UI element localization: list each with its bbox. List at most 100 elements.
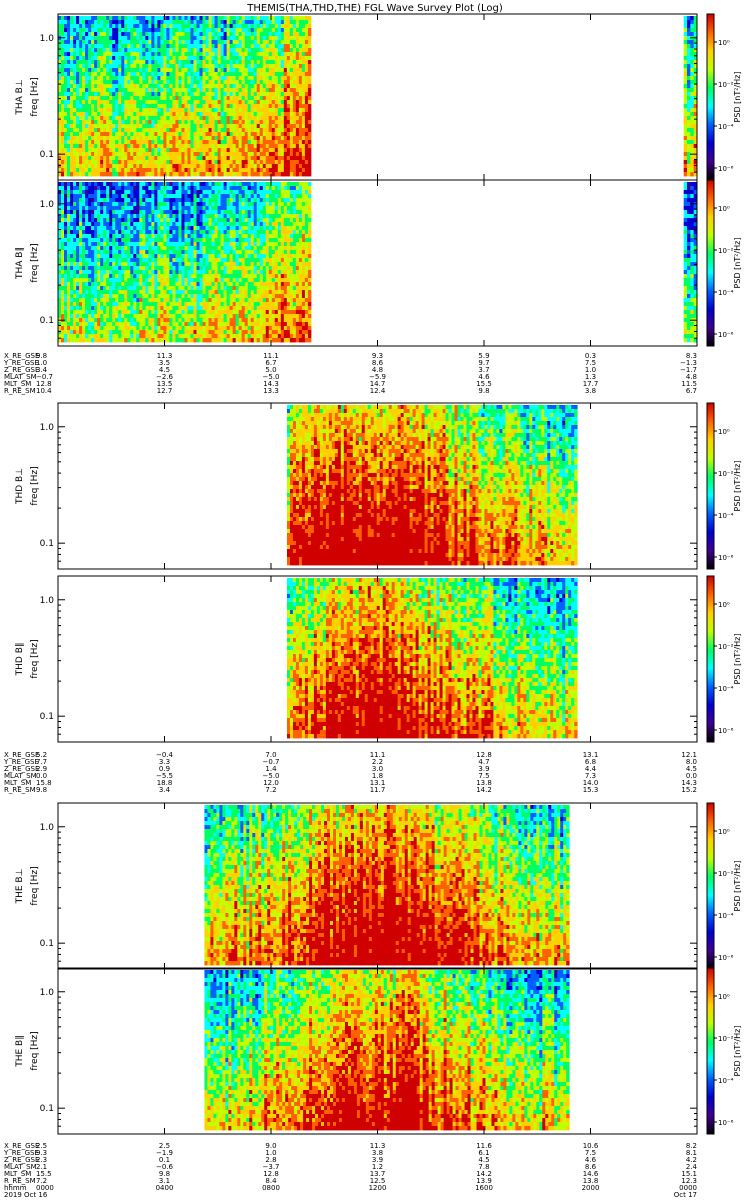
- spectrogram-cell: [148, 160, 151, 164]
- spectrogram-cell: [94, 246, 97, 250]
- spectrogram-cell: [148, 290, 151, 294]
- spectrogram-cell: [73, 172, 76, 176]
- spectrogram-cell: [203, 76, 206, 80]
- spectrogram-cell: [118, 160, 121, 164]
- spectrogram-cell: [233, 124, 236, 128]
- spectrogram-cell: [94, 338, 97, 342]
- spectrogram-cell: [85, 112, 88, 116]
- spectrogram-cell: [73, 64, 76, 68]
- spectrogram-cell: [103, 274, 106, 278]
- spectrogram-cell: [242, 76, 245, 80]
- spectrogram-cell: [278, 28, 281, 32]
- spectrogram-cell: [684, 96, 688, 100]
- spectrogram-cell: [203, 156, 206, 160]
- spectrogram-cell: [106, 128, 109, 132]
- spectrogram-cell: [157, 100, 160, 104]
- spectrogram-cell: [248, 44, 251, 48]
- spectrogram-cell: [687, 60, 691, 64]
- spectrogram-cell: [206, 44, 209, 48]
- spectrogram-cell: [242, 136, 245, 140]
- spectrogram-cell: [88, 226, 91, 230]
- spectrogram-cell: [281, 172, 284, 176]
- spectrogram-cell: [61, 96, 64, 100]
- spectrogram-cell: [142, 302, 145, 306]
- spectrogram-cell: [106, 326, 109, 330]
- spectrogram-cell: [166, 40, 169, 44]
- spectrogram-cell: [85, 282, 88, 286]
- spectrogram-cell: [260, 100, 263, 104]
- spectrogram-cell: [58, 124, 61, 128]
- spectrogram-cell: [190, 28, 193, 32]
- spectrogram-cell: [124, 266, 127, 270]
- spectrogram-cell: [184, 48, 187, 52]
- spectrogram-cell: [133, 172, 136, 176]
- spectrogram-cell: [166, 172, 169, 176]
- spectrogram-cell: [160, 326, 163, 330]
- spectrogram-cell: [109, 318, 112, 322]
- spectrogram-cell: [106, 28, 109, 32]
- spectrogram-cell: [139, 302, 142, 306]
- spectrogram-cell: [130, 88, 133, 92]
- spectrogram-cell: [82, 294, 85, 298]
- spectrogram-cell: [58, 326, 61, 330]
- spectrogram-cell: [151, 88, 154, 92]
- spectrogram-cell: [133, 214, 136, 218]
- spectrogram-cell: [139, 140, 142, 144]
- spectrogram-cell: [160, 60, 163, 64]
- spectrogram-cell: [160, 112, 163, 116]
- spectrogram-cell: [112, 92, 115, 96]
- spectrogram-cell: [115, 28, 118, 32]
- spectrogram-cell: [58, 160, 61, 164]
- spectrogram-cell: [106, 214, 109, 218]
- spectrogram-cell: [260, 60, 263, 64]
- spectrogram-cell: [263, 60, 266, 64]
- spectrogram-cell: [293, 124, 296, 128]
- spectrogram-cell: [218, 136, 221, 140]
- spectrogram-cell: [88, 84, 91, 88]
- spectrogram-cell: [308, 68, 311, 72]
- spectrogram-cell: [109, 172, 112, 176]
- spectrogram-cell: [70, 76, 73, 80]
- spectrogram-cell: [163, 64, 166, 68]
- spectrogram-cell: [154, 64, 157, 68]
- spectrogram-cell: [58, 116, 61, 120]
- spectrogram-cell: [130, 124, 133, 128]
- spectrogram-cell: [169, 64, 172, 68]
- spectrogram-cell: [67, 116, 70, 120]
- spectrogram-cell: [242, 72, 245, 76]
- spectrogram-cell: [160, 282, 163, 286]
- spectrogram-cell: [148, 120, 151, 124]
- spectrogram-cell: [73, 190, 76, 194]
- spectrogram-cell: [127, 218, 130, 222]
- spectrogram-cell: [127, 314, 130, 318]
- spectrogram-cell: [112, 326, 115, 330]
- spectrogram-cell: [278, 20, 281, 24]
- spectrogram-cell: [64, 190, 67, 194]
- spectrogram-cell: [184, 68, 187, 72]
- spectrogram-cell: [181, 52, 184, 56]
- spectrogram-cell: [172, 20, 175, 24]
- spectrogram-cell: [305, 164, 308, 168]
- spectrogram-cell: [115, 262, 118, 266]
- spectrogram-cell: [212, 152, 215, 156]
- spectrogram-cell: [61, 60, 64, 64]
- spectrogram-cell: [61, 282, 64, 286]
- spectrogram-cell: [293, 152, 296, 156]
- spectrogram-cell: [690, 128, 694, 132]
- spectrogram-cell: [197, 144, 200, 148]
- spectrogram-cell: [305, 124, 308, 128]
- spectrogram-cell: [206, 136, 209, 140]
- spectrogram-cell: [73, 274, 76, 278]
- spectrogram-cell: [239, 64, 242, 68]
- spectrogram-cell: [245, 92, 248, 96]
- spectrogram-cell: [296, 108, 299, 112]
- spectrogram-cell: [67, 120, 70, 124]
- spectrogram-cell: [67, 306, 70, 310]
- spectrogram-cell: [184, 20, 187, 24]
- spectrogram-cell: [109, 198, 112, 202]
- spectrogram-cell: [88, 250, 91, 254]
- spectrogram-cell: [100, 52, 103, 56]
- spectrogram-cell: [127, 40, 130, 44]
- spectrogram-cell: [121, 214, 124, 218]
- spectrogram-cell: [118, 182, 121, 186]
